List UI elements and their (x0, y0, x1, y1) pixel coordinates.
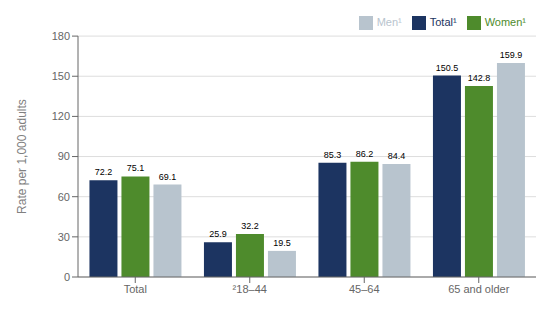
svg-text:159.9: 159.9 (500, 50, 523, 60)
svg-text:85.3: 85.3 (324, 150, 342, 160)
svg-text:25.9: 25.9 (209, 229, 227, 239)
svg-text:75.1: 75.1 (127, 163, 145, 173)
svg-text:Rate per 1,000 adults: Rate per 1,000 adults (15, 99, 29, 214)
html-text:Women¹: Women¹ (484, 16, 526, 28)
svg-text:142.8: 142.8 (468, 73, 491, 83)
html-text:Men¹: Men¹ (376, 16, 402, 28)
svg-text:45–64: 45–64 (349, 283, 380, 295)
svg-text:65 and older: 65 and older (448, 283, 509, 295)
svg-text:0: 0 (64, 271, 70, 283)
svg-text:150: 150 (52, 70, 70, 82)
svg-text:30: 30 (58, 231, 70, 243)
svg-text:86.2: 86.2 (356, 149, 374, 159)
svg-text:150.5: 150.5 (436, 63, 459, 73)
svg-text:180: 180 (52, 30, 70, 42)
svg-text:69.1: 69.1 (159, 172, 177, 182)
svg-text:Total: Total (124, 283, 147, 295)
svg-text:²18–44: ²18–44 (233, 283, 267, 295)
svg-text:60: 60 (58, 191, 70, 203)
html-text:Total¹: Total¹ (429, 16, 457, 28)
svg-text:32.2: 32.2 (241, 221, 259, 231)
svg-text:90: 90 (58, 150, 70, 162)
svg-text:19.5: 19.5 (273, 238, 291, 248)
svg-text:120: 120 (52, 110, 70, 122)
svg-text:84.4: 84.4 (388, 151, 406, 161)
svg-text:72.2: 72.2 (95, 167, 113, 177)
